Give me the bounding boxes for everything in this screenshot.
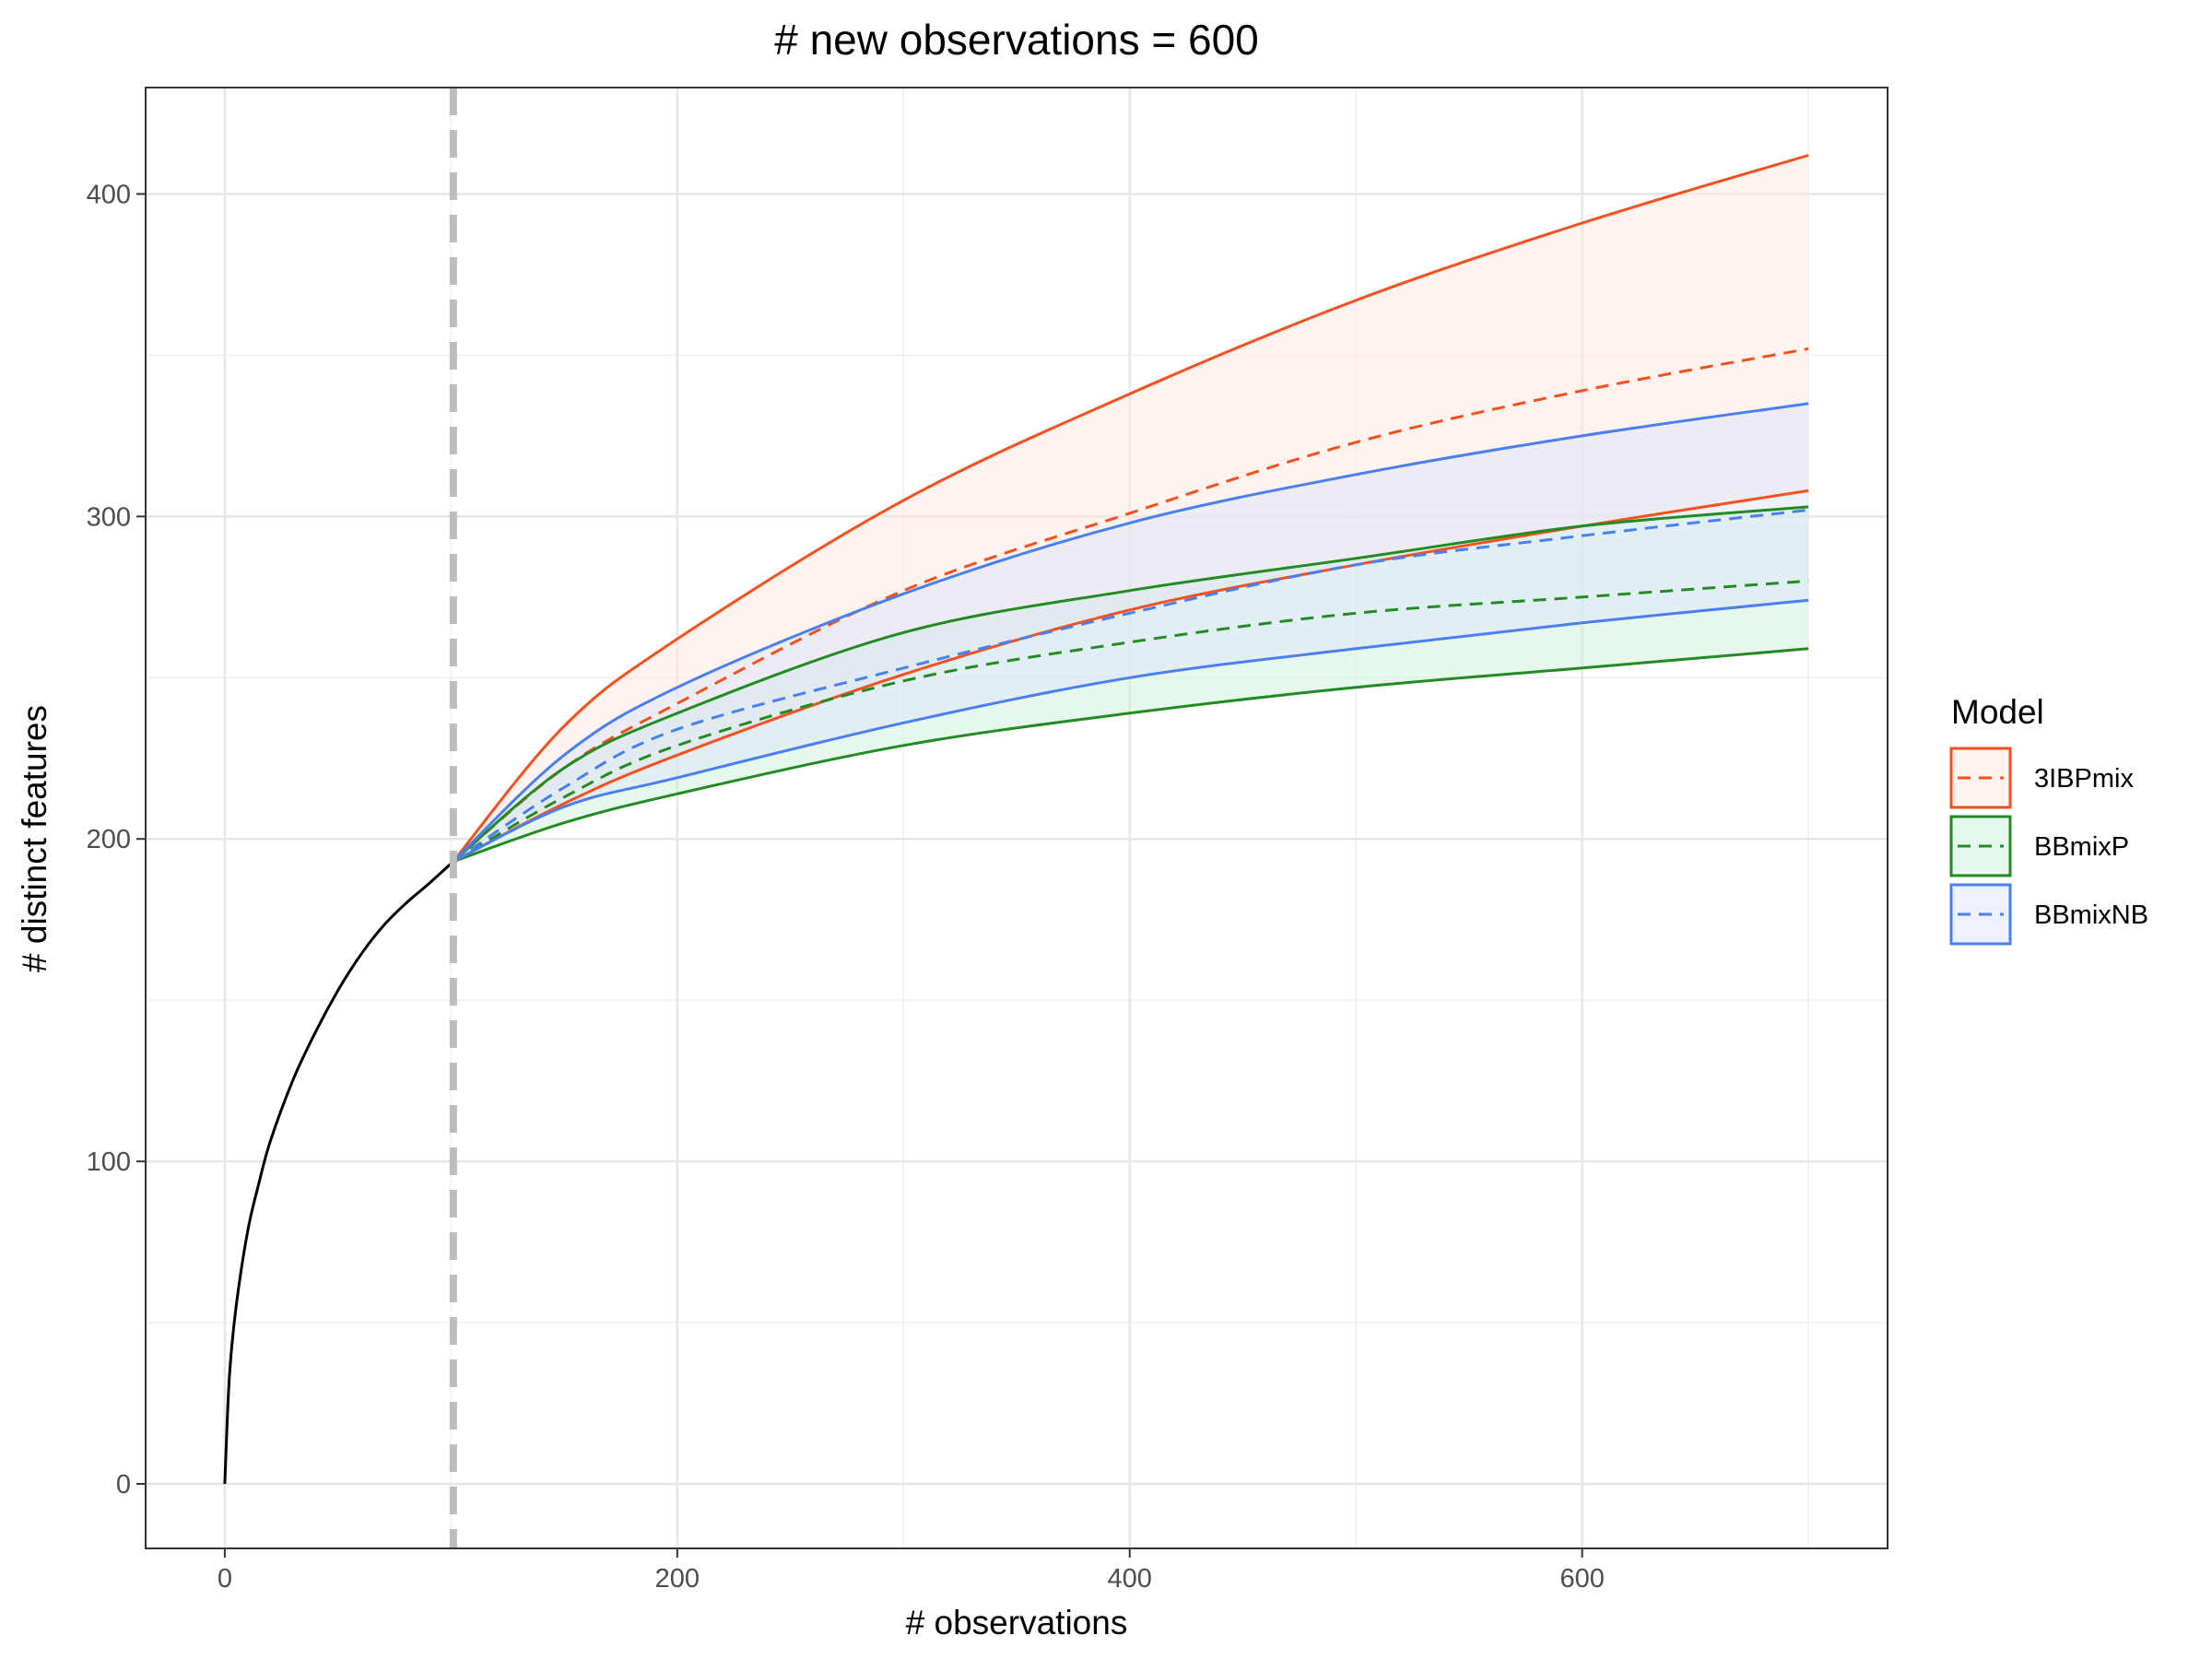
x-tick-label: 600 bbox=[1559, 1564, 1604, 1594]
x-tick-label: 0 bbox=[218, 1564, 232, 1594]
mean-line-bbmixnb bbox=[452, 508, 1809, 863]
x-tick-label: 400 bbox=[1108, 1564, 1152, 1594]
mean-line-bbmixp bbox=[453, 579, 1809, 863]
ribbon-bbmixnb bbox=[453, 403, 1809, 862]
lower-bound-line-bbmixnb bbox=[453, 598, 1809, 864]
y-tick-label: 100 bbox=[87, 1147, 131, 1177]
y-axis-label: # distinct features bbox=[16, 705, 53, 972]
legend-label-bbmixp: BBmixP bbox=[2034, 832, 2129, 862]
panel-border bbox=[145, 87, 1888, 1549]
observed-curve bbox=[223, 860, 454, 1485]
legend: Model 3IBPmix BBmixP BBmixNB bbox=[1949, 693, 2148, 946]
x-axis-label: # observations bbox=[906, 1604, 1128, 1641]
y-tick-label: 200 bbox=[87, 825, 131, 854]
upper-bound-line-bbmixnb bbox=[452, 402, 1809, 863]
y-tick-label: 0 bbox=[116, 1470, 131, 1500]
plot-area bbox=[146, 88, 1888, 1548]
lower-bound-line-bbmixp bbox=[453, 647, 1809, 864]
legend-title: Model bbox=[1951, 693, 2044, 731]
legend-label-bbmixnb: BBmixNB bbox=[2034, 900, 2148, 930]
legend-label-3ibpmix: 3IBPmix bbox=[2034, 764, 2134, 794]
upper-bound-line-bbmixp bbox=[452, 505, 1809, 863]
mean-line-3ibpmix bbox=[452, 347, 1809, 863]
y-tick-label: 300 bbox=[87, 502, 131, 532]
y-tick-label: 400 bbox=[87, 180, 131, 209]
axes: 0 200 400 600 0 100 200 300 400 bbox=[87, 87, 1888, 1594]
chart-title: # new observations = 600 bbox=[774, 16, 1259, 64]
upper-bound-line-3ibpmix bbox=[452, 154, 1809, 863]
x-tick-label: 200 bbox=[655, 1564, 700, 1594]
